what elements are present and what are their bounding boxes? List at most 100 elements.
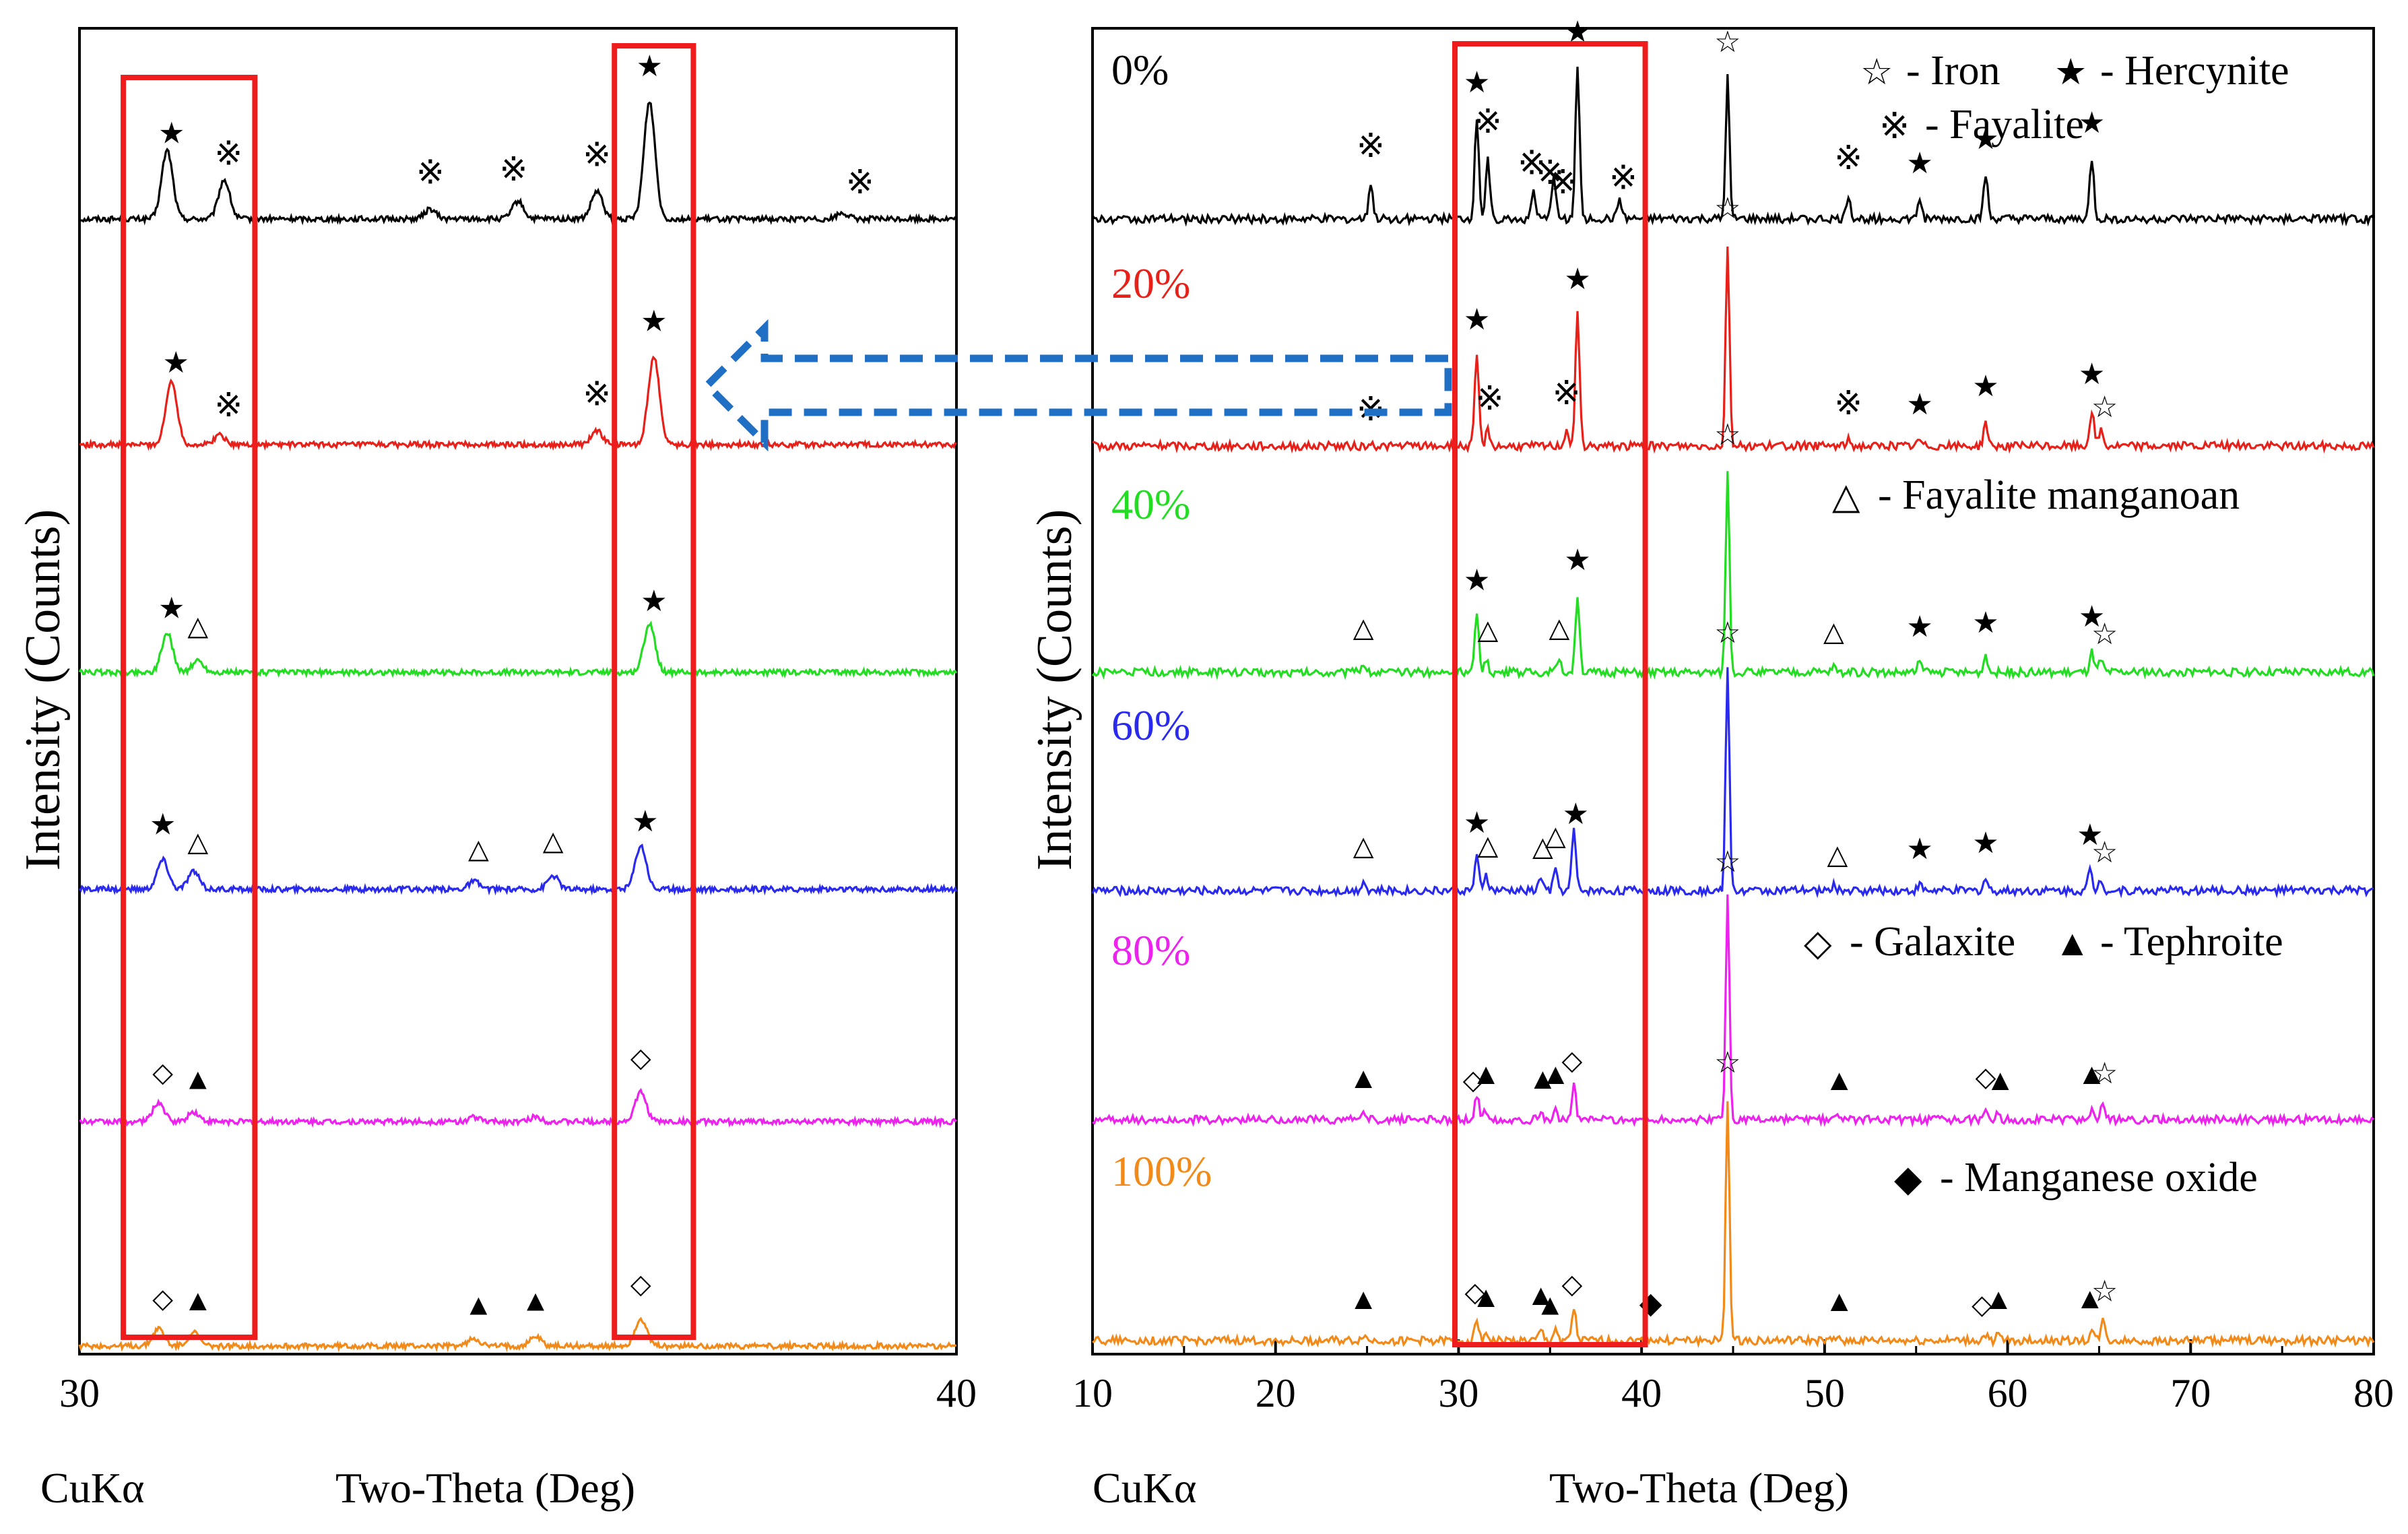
peak-marker: ※ xyxy=(1834,384,1862,422)
peak-marker: ☆ xyxy=(1714,616,1740,649)
xrd-pattern-20pct xyxy=(79,355,957,452)
right-panel: Intensity (Counts) CuKα Two-Theta (Deg) … xyxy=(1027,15,2394,1512)
xrd-pattern-40pct xyxy=(1091,471,2375,680)
peak-marker: ★ xyxy=(2079,106,2105,139)
peak-marker: ★ xyxy=(1906,610,1932,643)
legend-symbol: ※ xyxy=(1879,106,1910,146)
peak-marker: ☆ xyxy=(2091,391,2118,424)
series-label-100pct: 100% xyxy=(1111,1147,1212,1195)
peak-marker: △ xyxy=(187,827,208,857)
legend-symbol: ▲ xyxy=(2054,923,2090,963)
x-tick-label: 80 xyxy=(2353,1371,2394,1415)
peak-marker: ▲ xyxy=(1471,1058,1501,1091)
legend-label: - Fayalite manganoan xyxy=(1878,472,2240,518)
left-x-axis-prefix: CuKα xyxy=(40,1464,144,1512)
xrd-pattern-0pct xyxy=(79,101,957,226)
peak-marker: ◇ xyxy=(1562,1269,1583,1300)
peak-marker: ★ xyxy=(1464,806,1490,839)
series-label-80pct: 80% xyxy=(1111,926,1190,974)
peak-marker: △ xyxy=(1478,830,1499,860)
peak-marker: ★ xyxy=(1563,798,1589,831)
right-legend: ☆ - Iron ★ - Hercynite ※ - Fayalite △ - Fayalit… xyxy=(1804,48,2289,1201)
peak-marker: ☆ xyxy=(2091,1275,2118,1308)
peak-marker: △ xyxy=(1353,612,1374,643)
xrd-pattern-100pct xyxy=(1092,1101,2375,1349)
left-highlight-boxes xyxy=(121,43,696,1340)
peak-marker: ▲ xyxy=(1984,1283,2013,1316)
peak-marker: ★ xyxy=(632,805,658,838)
highlight-box xyxy=(612,43,696,1340)
x-tick-label: 30 xyxy=(1438,1371,1478,1415)
peak-marker: ★ xyxy=(1564,544,1590,577)
left-plot-frame xyxy=(78,27,958,1355)
peak-marker: ▲ xyxy=(1536,1288,1565,1321)
right-series-labels: 0% 20% 40% 60% 80% 100% xyxy=(1111,46,1212,1195)
x-tick-label: 40 xyxy=(936,1371,977,1415)
series-label-0pct: 0% xyxy=(1111,46,1169,94)
right-peak-markers: ※★※※※※★※☆※ ★★ ★※★※ ※★☆※ ★★ ★☆△★△ △★☆△ ★ ★ ★☆△★△ △△… xyxy=(1348,15,2118,1321)
xrd-pattern-80pct xyxy=(79,1087,958,1129)
series-label-60pct: 60% xyxy=(1111,701,1190,749)
xrd-pattern-20pct xyxy=(1092,247,2375,454)
peak-marker: ▲ xyxy=(1986,1064,2015,1097)
peak-marker: ★ xyxy=(150,808,176,841)
peak-marker: ◇ xyxy=(630,1269,651,1299)
peak-marker: ▲ xyxy=(183,1284,213,1317)
peak-marker: ◇ xyxy=(152,1058,173,1088)
peak-marker: ▲ xyxy=(2077,1058,2107,1091)
peak-marker: ★ xyxy=(1972,123,1998,156)
peak-marker: △ xyxy=(1353,831,1374,861)
peak-marker: ★ xyxy=(1972,370,1998,403)
right-series-group xyxy=(1091,67,2375,1349)
legend-label: - Manganese oxide xyxy=(1940,1155,2258,1201)
peak-marker: ▲ xyxy=(464,1288,494,1321)
peak-marker: ▲ xyxy=(1348,1062,1378,1095)
series-label-40pct: 40% xyxy=(1111,480,1190,528)
highlight-box xyxy=(121,75,258,1340)
peak-marker: △ xyxy=(1827,839,1848,870)
peak-marker: ▲ xyxy=(2075,1282,2105,1315)
x-tick-label: 10 xyxy=(1072,1371,1113,1415)
legend-label: - Fayalite xyxy=(1925,102,2084,148)
highlight-box xyxy=(1452,41,1648,1347)
peak-marker: ※ xyxy=(1549,163,1577,201)
peak-marker: ★ xyxy=(2077,819,2103,852)
peak-marker: △ xyxy=(543,826,564,856)
left-y-axis-label: Intensity (Counts) xyxy=(15,509,71,870)
peak-marker: ☆ xyxy=(2091,836,2118,869)
zoom-arrow xyxy=(702,319,1452,452)
peak-marker: ※ xyxy=(846,163,874,201)
peak-marker: ▲ xyxy=(521,1285,550,1318)
peak-marker: ▲ xyxy=(1825,1285,1854,1318)
peak-marker: ※ xyxy=(1357,127,1385,164)
peak-marker: ★ xyxy=(1906,147,1932,180)
legend-symbol: ◆ xyxy=(1894,1159,1922,1199)
xrd-pattern-100pct xyxy=(78,1316,957,1353)
peak-marker: ※ xyxy=(416,154,445,191)
peak-marker: ★ xyxy=(1906,833,1932,866)
legend-label: - Hercynite xyxy=(2100,48,2289,94)
legend-label: - Tephroite xyxy=(2100,919,2283,965)
left-panel: Intensity (Counts) CuKα Two-Theta (Deg) … xyxy=(15,27,977,1512)
xrd-pattern-60pct xyxy=(78,843,958,896)
peak-marker: ★ xyxy=(1564,263,1590,296)
peak-marker: ☆ xyxy=(2091,1057,2118,1090)
peak-marker: ◇ xyxy=(630,1043,651,1073)
peak-marker: △ xyxy=(1823,616,1844,647)
peak-marker: ▲ xyxy=(1528,1062,1558,1095)
peak-marker: ▲ xyxy=(1471,1281,1501,1314)
x-tick-label: 50 xyxy=(1804,1371,1845,1415)
xrd-pattern-60pct xyxy=(1091,667,2374,899)
legend-symbol: △ xyxy=(1832,476,1860,517)
dashed-arrow xyxy=(702,319,1452,452)
peak-marker: ※ xyxy=(214,386,242,424)
left-x-axis-label: Two-Theta (Deg) xyxy=(335,1464,635,1512)
peak-marker: ★ xyxy=(2079,600,2105,633)
xrd-pattern-0pct xyxy=(1091,67,2375,227)
peak-marker: ☆ xyxy=(1714,845,1740,878)
peak-marker: ◇ xyxy=(1463,1064,1484,1095)
legend-symbol: ◇ xyxy=(1804,923,1832,963)
peak-marker: ※ xyxy=(1609,159,1637,197)
peak-marker: ※ xyxy=(1476,379,1504,417)
peak-marker: ☆ xyxy=(2091,618,2118,651)
